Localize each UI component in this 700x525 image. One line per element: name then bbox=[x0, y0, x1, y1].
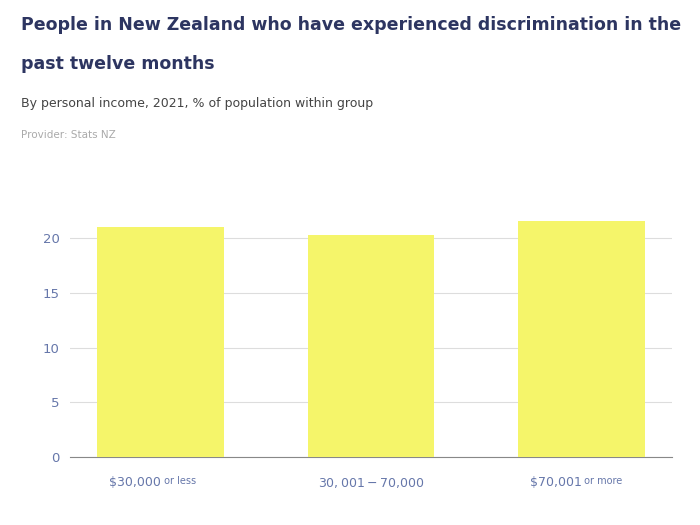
Text: $70,001: $70,001 bbox=[530, 476, 582, 489]
Text: $30,000: $30,000 bbox=[108, 476, 160, 489]
Text: By personal income, 2021, % of population within group: By personal income, 2021, % of populatio… bbox=[21, 97, 373, 110]
Text: Provider: Stats NZ: Provider: Stats NZ bbox=[21, 130, 116, 140]
Bar bbox=[308, 235, 434, 457]
Text: People in New Zealand who have experienced discrimination in the: People in New Zealand who have experienc… bbox=[21, 16, 681, 34]
Text: or less: or less bbox=[160, 476, 195, 486]
Bar bbox=[518, 221, 645, 457]
Text: $30,001 - $70,000: $30,001 - $70,000 bbox=[318, 476, 424, 490]
Text: or more: or more bbox=[582, 476, 623, 486]
Text: figure.nz: figure.nz bbox=[577, 16, 668, 34]
Bar bbox=[97, 227, 224, 457]
Text: past twelve months: past twelve months bbox=[21, 55, 215, 73]
